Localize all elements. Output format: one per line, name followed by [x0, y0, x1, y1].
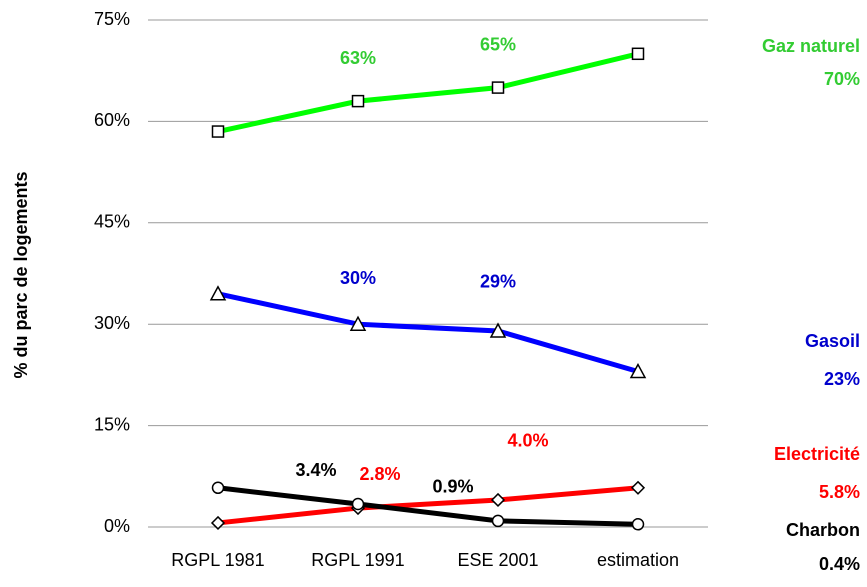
data-label: 4.0% — [507, 431, 548, 451]
x-tick-label: RGPL 1991 — [311, 550, 405, 570]
marker — [351, 497, 365, 511]
series-line — [217, 485, 639, 527]
y-tick-label: 45% — [94, 212, 130, 232]
marker — [211, 481, 225, 495]
marker — [629, 362, 647, 379]
series-line — [217, 51, 639, 134]
marker — [210, 515, 226, 531]
y-tick-label: 15% — [94, 414, 130, 434]
x-tick-label-box: RGPL 1981 — [171, 550, 265, 570]
data-label: 23% — [824, 369, 860, 389]
marker — [351, 94, 365, 108]
x-tick-label-box: estimation 2011 — [596, 550, 680, 587]
legend-label: Gasoil — [805, 331, 860, 351]
x-tick-label: RGPL 1981 — [171, 550, 265, 570]
data-label: 70% — [824, 69, 860, 89]
x-tick-label: ESE 2001 — [457, 550, 539, 570]
legend-label: Electricité — [774, 444, 860, 464]
data-label: 0.9% — [432, 477, 473, 497]
data-label: 2.8% — [359, 464, 400, 484]
legend-label: Gaz naturel — [762, 36, 860, 56]
marker — [630, 480, 646, 495]
data-label: 30% — [340, 268, 376, 288]
legend-label: Charbon — [786, 520, 860, 540]
marker — [211, 125, 225, 138]
x-tick-label-box: RGPL 1991 — [311, 550, 405, 570]
y-tick-label: 0% — [104, 516, 130, 536]
series-line — [217, 291, 639, 374]
marker — [491, 514, 505, 528]
x-tick-label-box: ESE 2001 — [457, 550, 539, 570]
y-tick-label: 60% — [94, 110, 130, 130]
marker — [491, 81, 505, 94]
marker — [209, 285, 227, 301]
y-axis-label: % du parc de logements — [11, 171, 31, 378]
marker — [490, 492, 506, 508]
data-label: 63% — [340, 48, 376, 68]
data-label: 3.4% — [295, 460, 336, 480]
y-tick-label: 75% — [94, 9, 130, 29]
x-tick-label: estimation 2011 — [596, 550, 680, 587]
marker — [631, 518, 645, 531]
marker — [489, 322, 507, 338]
data-label: 5.8% — [819, 482, 860, 502]
data-label: 29% — [480, 272, 516, 292]
data-label: 0.4% — [819, 554, 860, 574]
data-label: 65% — [480, 34, 516, 54]
series-line — [217, 485, 639, 526]
marker — [349, 315, 367, 331]
marker — [631, 47, 645, 61]
y-tick-label: 30% — [94, 313, 130, 333]
